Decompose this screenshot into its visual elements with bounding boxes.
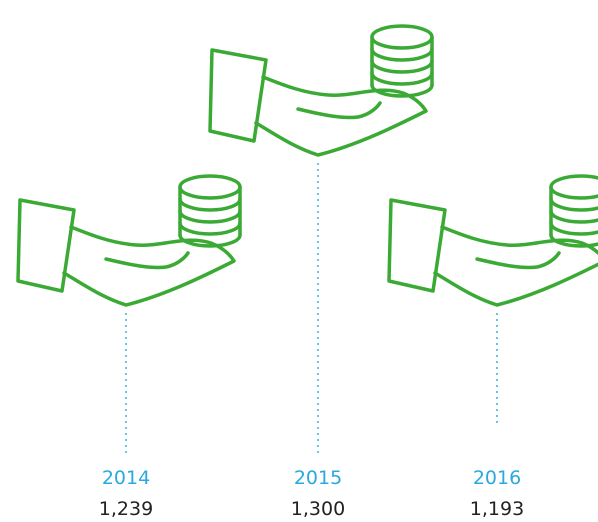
value-label: 1,300 [291, 498, 345, 520]
coin-edge [370, 59, 434, 74]
year-label: 2015 [294, 467, 342, 489]
cuff [387, 198, 447, 293]
thumb [104, 251, 190, 270]
coin-edge [549, 197, 598, 212]
coin-edge [178, 197, 242, 212]
year-label: 2014 [102, 467, 150, 489]
palm [433, 225, 598, 307]
coin-edge [370, 47, 434, 62]
cuff [16, 198, 76, 293]
cuff [208, 48, 268, 143]
coin-top [178, 174, 242, 200]
palm [254, 75, 428, 157]
hand-with-coins [208, 24, 434, 157]
coin-edge [549, 221, 598, 236]
coin-edge [178, 209, 242, 224]
value-label: 1,239 [99, 498, 153, 520]
coin-top [549, 174, 598, 200]
thumb [296, 101, 382, 120]
year-label: 2016 [473, 467, 521, 489]
coin-edge [549, 233, 598, 248]
coin-edge [178, 233, 242, 248]
coin-edge [370, 71, 434, 86]
thumb [475, 251, 561, 270]
coin-edge [370, 83, 434, 98]
coin-edge [178, 221, 242, 236]
coin-edge [549, 209, 598, 224]
hand-with-coins [387, 174, 598, 307]
coin-top [370, 24, 434, 50]
palm [62, 225, 236, 307]
value-label: 1,193 [470, 498, 524, 520]
hand-with-coins [16, 174, 242, 307]
